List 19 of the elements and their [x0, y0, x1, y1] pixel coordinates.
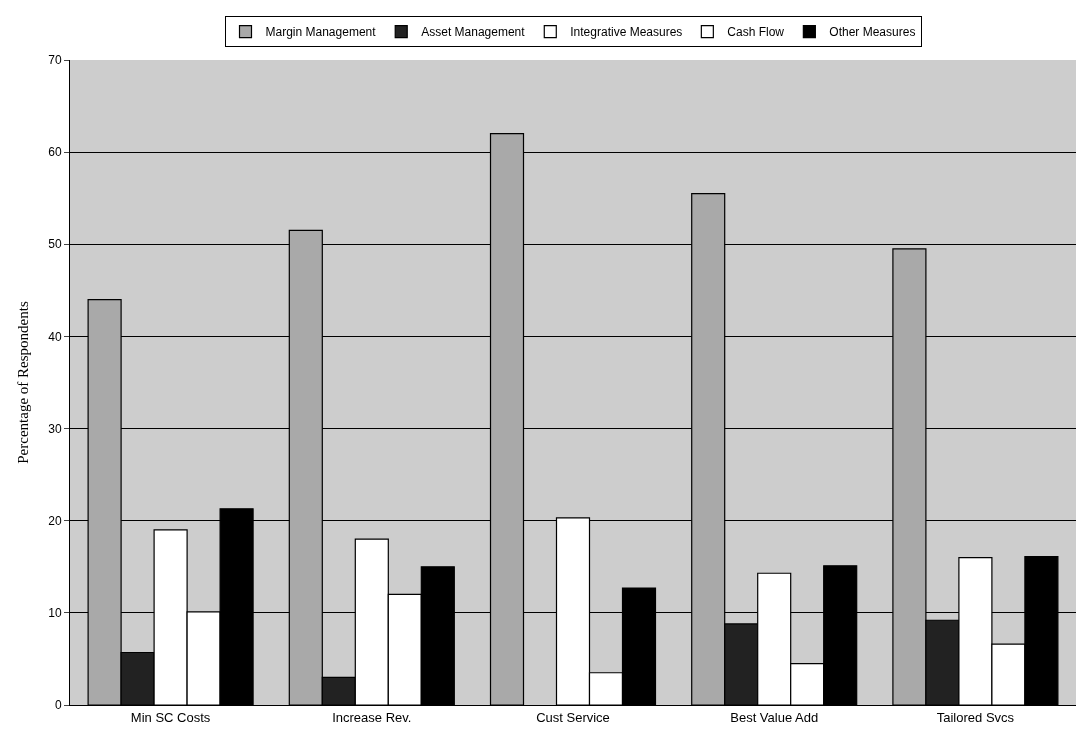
- y-tick-label: 40: [48, 329, 62, 344]
- x-tick-label: Cust Service: [536, 709, 610, 725]
- legend-label: Cash Flow: [727, 25, 785, 40]
- y-tick-label: 50: [48, 237, 62, 252]
- legend-label: Margin Management: [265, 25, 377, 40]
- y-tick-label: 70: [48, 53, 62, 68]
- y-tick-label: 10: [48, 606, 62, 621]
- x-tick-label: Best Value Add: [730, 709, 819, 725]
- legend-label: Asset Management: [421, 25, 526, 40]
- y-tick-label: 30: [48, 421, 62, 436]
- legend-label: Integrative Measures: [570, 25, 683, 40]
- y-tick-label: 60: [48, 145, 62, 160]
- y-axis-title: Percentage of Respondents: [15, 301, 32, 464]
- x-tick-label: Increase Rev.: [332, 709, 412, 725]
- legend-label: Other Measures: [829, 25, 916, 40]
- x-tick-label: Min SC Costs: [130, 709, 211, 725]
- y-tick-label: 20: [48, 513, 62, 528]
- y-tick-label: 0: [54, 698, 62, 713]
- x-tick-label: Tailored Svcs: [936, 709, 1015, 725]
